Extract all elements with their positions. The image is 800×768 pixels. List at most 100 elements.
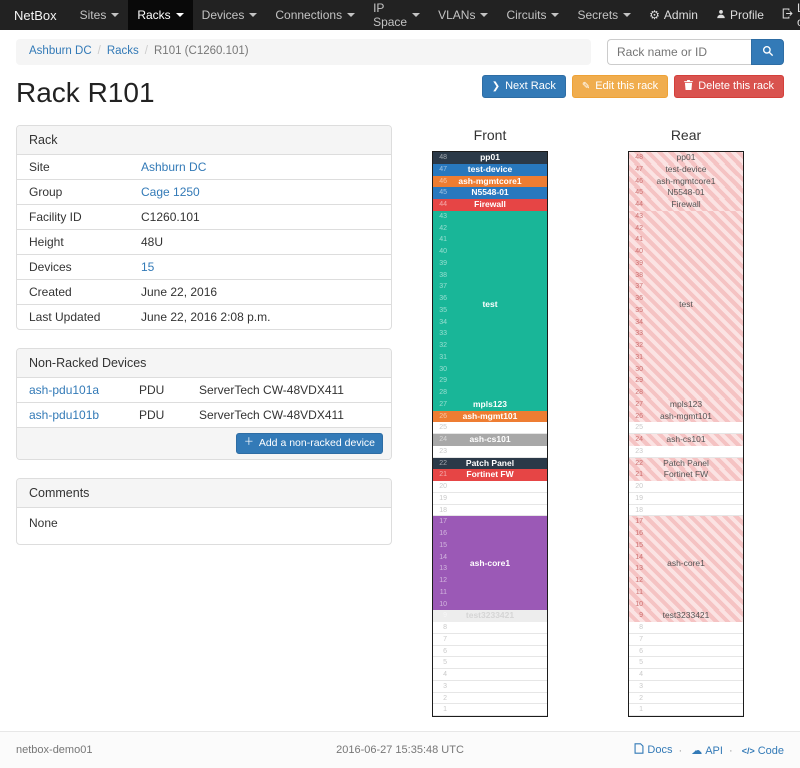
rack-device-rear[interactable]: mpls123	[629, 398, 743, 411]
rack-unit	[629, 622, 743, 634]
nav-item-circuits[interactable]: Circuits	[497, 0, 568, 30]
unit-number: 39	[439, 259, 447, 267]
device-link[interactable]: ash-pdu101a	[29, 383, 100, 397]
unit-number: 3	[443, 682, 447, 690]
rack-device-rear[interactable]: Fortinet FW	[629, 469, 743, 481]
rack-device-label: ash-mgmt101	[660, 410, 712, 421]
unit-number: 14	[635, 553, 643, 561]
unit-number: 24	[439, 436, 447, 443]
unit-number: 15	[439, 541, 447, 549]
rack-device-rear[interactable]: test	[629, 210, 743, 399]
rack-device-rear[interactable]: ash-core1	[629, 516, 743, 611]
rack-device-front[interactable]: N5548-01	[433, 187, 547, 199]
unit-number: 12	[635, 577, 643, 584]
rack-device-rear[interactable]: Firewall	[629, 199, 743, 211]
site-link[interactable]: Ashburn DC	[141, 160, 207, 174]
edit-rack-button[interactable]: ✎ Edit this rack	[571, 75, 669, 99]
rack-device-front[interactable]: Patch Panel	[433, 457, 547, 470]
rack-actions: ❯ Next Rack ✎ Edit this rack Delete this r…	[481, 75, 784, 99]
rack-device-front[interactable]: ash-mgmt101	[433, 410, 547, 423]
navbar: NetBox Sites Racks Devices Connections I…	[0, 0, 800, 30]
unit-number: 9	[443, 612, 447, 620]
group-link[interactable]: Cage 1250	[141, 185, 200, 199]
unit-number: 22	[439, 459, 447, 467]
delete-rack-button[interactable]: Delete this rack	[674, 75, 784, 99]
nav-item-racks[interactable]: Racks	[128, 0, 193, 30]
rack-unit	[433, 481, 547, 493]
brand-netbox[interactable]: NetBox	[14, 7, 57, 23]
breadcrumb-site-link[interactable]: Ashburn DC	[29, 45, 92, 57]
rack-device-front[interactable]: Firewall	[433, 199, 547, 211]
unit-number: 46	[635, 177, 643, 185]
docs-icon	[634, 743, 644, 757]
rack-unit	[629, 493, 743, 505]
rack-device-rear[interactable]: pp01	[629, 152, 743, 164]
rack-device-rear[interactable]: ash-mgmtcore1	[629, 175, 743, 188]
nav-item-sites[interactable]: Sites	[71, 0, 129, 30]
front-rack: pp01 test-device ash-mgmtcore1 N5548-01 Fire…	[432, 151, 548, 717]
search-input[interactable]	[607, 39, 751, 65]
rack-device-label: ash-cs101	[666, 434, 706, 445]
table-row: Last Updated June 22, 2016 2:08 p.m.	[17, 304, 391, 329]
unit-number: 11	[635, 588, 643, 596]
nav-item-vlans[interactable]: VLANs	[429, 0, 497, 30]
code-link[interactable]: </> Code	[741, 745, 784, 757]
nav-item-secrets[interactable]: Secrets	[568, 0, 640, 30]
rack-unit	[433, 669, 547, 681]
profile-link[interactable]: Profile	[707, 0, 773, 30]
rack-device-rear[interactable]: Patch Panel	[629, 457, 743, 470]
rack-search	[607, 39, 784, 65]
rack-device-rear[interactable]: N5548-01	[629, 187, 743, 199]
caret-down-icon	[249, 13, 258, 17]
rack-device-front[interactable]: test3233421	[433, 610, 547, 622]
unit-number: 9	[639, 612, 643, 620]
nonracked-devices-table: ash-pdu101a PDU ServerTech CW-48VDX411 a…	[17, 378, 391, 427]
nav-item-ip-space[interactable]: IP Space	[364, 0, 429, 30]
rack-device-front[interactable]: ash-cs101	[433, 434, 547, 446]
front-elevation-title: Front	[473, 127, 507, 143]
nav-item-connections[interactable]: Connections	[266, 0, 364, 30]
device-link[interactable]: ash-pdu101b	[29, 408, 100, 422]
rack-device-front[interactable]: Fortinet FW	[433, 469, 547, 481]
rack-device-rear[interactable]: test-device	[629, 163, 743, 176]
navbar-menu: Sites Racks Devices Connections IP Space…	[71, 0, 641, 30]
unit-number: 22	[635, 459, 643, 467]
rack-device-rear[interactable]: ash-mgmt101	[629, 410, 743, 423]
rack-device-label: test-device	[467, 163, 513, 174]
nav-item-devices[interactable]: Devices	[193, 0, 267, 30]
logout-link[interactable]: Log out	[773, 0, 800, 30]
rack-unit	[433, 646, 547, 658]
rack-unit	[629, 422, 743, 434]
rack-device-label: pp01	[480, 152, 500, 163]
nonracked-devices-panel: Non-Racked Devices ash-pdu101a PDU Serve…	[16, 348, 392, 460]
rack-device-label: ash-mgmt101	[462, 410, 518, 421]
docs-link[interactable]: Docs	[634, 743, 672, 757]
table-row: Group Cage 1250	[17, 179, 391, 205]
next-rack-button[interactable]: ❯ Next Rack	[481, 75, 566, 99]
rack-device-front[interactable]: pp01	[433, 152, 547, 164]
unit-number: 34	[439, 318, 447, 326]
api-link[interactable]: ☁ API	[691, 744, 723, 758]
unit-number: 25	[635, 424, 643, 432]
rack-device-label: test3233421	[662, 610, 710, 621]
search-button[interactable]	[751, 39, 784, 65]
add-nonracked-device-button[interactable]: ＋ Add a non-racked device	[235, 433, 383, 454]
trash-icon	[684, 80, 693, 93]
unit-number: 35	[439, 306, 447, 314]
panel-title: Comments	[17, 478, 391, 508]
unit-number: 41	[635, 236, 643, 244]
page-title: Rack R101	[16, 77, 155, 108]
unit-number: 1	[443, 706, 447, 714]
admin-link[interactable]: ⚙ Admin	[649, 8, 698, 22]
rack-device-rear[interactable]: test3233421	[629, 610, 743, 622]
rack-device-front[interactable]: ash-mgmtcore1	[433, 175, 547, 188]
rack-device-front[interactable]: ash-core1	[433, 516, 547, 611]
rack-device-front[interactable]: test	[433, 210, 547, 399]
breadcrumb-racks-link[interactable]: Racks	[106, 45, 139, 57]
caret-down-icon	[347, 13, 356, 17]
unit-number: 20	[635, 483, 643, 490]
rack-device-rear[interactable]: ash-cs101	[629, 434, 743, 446]
rack-device-front[interactable]: test-device	[433, 163, 547, 176]
rack-device-front[interactable]: mpls123	[433, 398, 547, 411]
devices-count-link[interactable]: 15	[141, 260, 155, 274]
